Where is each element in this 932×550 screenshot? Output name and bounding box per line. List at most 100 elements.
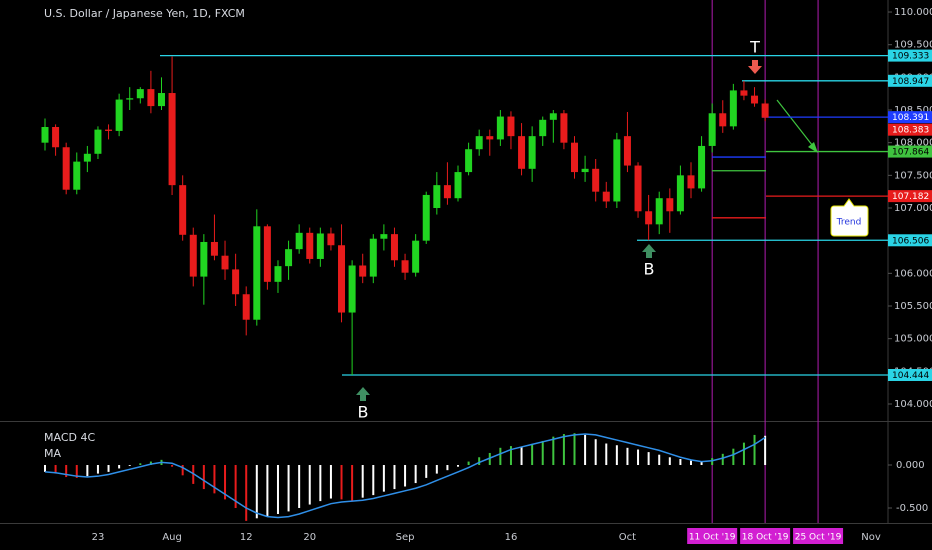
trend-arrow xyxy=(776,99,818,153)
x-tick-label: Oct xyxy=(619,532,636,543)
callout-text: Trend xyxy=(836,218,862,228)
candle-body xyxy=(496,116,504,140)
x-tick-label: Sep xyxy=(396,532,415,543)
candle-body xyxy=(62,147,70,190)
candle-body xyxy=(115,99,123,131)
candle-body xyxy=(157,93,165,107)
histogram-bar xyxy=(86,465,89,477)
candle-body xyxy=(676,175,684,212)
candle-body xyxy=(560,113,568,143)
candle-body xyxy=(221,255,229,270)
candle-body xyxy=(380,234,388,239)
marker-arrow xyxy=(356,387,370,401)
histogram-bar xyxy=(287,465,290,512)
y-tick-label: 106.000 xyxy=(894,268,932,279)
histogram-bar xyxy=(446,465,449,471)
indicator-name: MACD 4C xyxy=(44,431,95,444)
histogram-bar xyxy=(721,453,724,466)
histogram-bar xyxy=(552,436,555,466)
x-tick-label: 12 xyxy=(240,532,253,543)
candle-body xyxy=(348,265,356,313)
candle-body xyxy=(295,232,303,250)
candle-body xyxy=(571,142,578,173)
marker-label: B xyxy=(358,403,369,422)
candle-body xyxy=(719,113,727,127)
histogram-bar xyxy=(96,465,99,474)
last-price-tag xyxy=(888,123,932,136)
histogram-bar xyxy=(573,433,576,466)
x-tick-label: 25 Oct '19 xyxy=(795,533,842,543)
histogram-bar xyxy=(404,465,407,487)
x-tick-label: 20 xyxy=(303,532,316,543)
candle-body xyxy=(518,136,526,169)
price-tag xyxy=(888,74,932,87)
candle-body xyxy=(539,119,547,137)
candle-body xyxy=(369,238,377,277)
candle-body xyxy=(73,161,81,190)
candle-body xyxy=(634,165,642,212)
candle-body xyxy=(83,153,91,162)
y-tick-label: 107.000 xyxy=(894,203,932,214)
histogram-bar xyxy=(594,439,597,466)
price-tag xyxy=(888,145,932,158)
histogram-bar xyxy=(435,465,438,474)
marker-arrow xyxy=(748,60,762,74)
histogram-bar xyxy=(764,435,767,466)
histogram-bar xyxy=(340,465,343,500)
candle-body xyxy=(316,233,324,259)
arrow-line xyxy=(776,99,817,151)
histogram-bar xyxy=(245,465,248,521)
candle-body xyxy=(465,149,473,173)
candle-body xyxy=(528,136,536,169)
y-tick-label: 108.500 xyxy=(894,105,932,116)
candle-body xyxy=(242,294,250,320)
candle-body xyxy=(475,136,483,150)
arrow-head xyxy=(808,142,818,153)
histogram-bar xyxy=(615,445,618,466)
histogram-bar xyxy=(319,465,322,502)
histogram-bar xyxy=(414,465,417,484)
indicator-name: MA xyxy=(44,447,61,460)
histogram-bar xyxy=(689,460,692,466)
candle-body xyxy=(454,172,462,199)
candle-body xyxy=(168,93,176,186)
candle-body xyxy=(751,95,759,104)
marker-label: B xyxy=(644,260,655,279)
price-tag-label: 108.947 xyxy=(892,77,929,87)
x-tick-label: 16 xyxy=(505,532,518,543)
candle-body xyxy=(613,139,621,202)
marker-arrow xyxy=(642,244,656,258)
histogram-bar xyxy=(149,461,152,466)
chart-title: U.S. Dollar / Japanese Yen, 1D, FXCM xyxy=(44,7,245,20)
histogram-bar xyxy=(562,434,565,466)
x-tick-label: 18 Oct '19 xyxy=(742,533,789,543)
last-price-label: 108.383 xyxy=(892,126,929,136)
marker-label: T xyxy=(749,38,760,57)
y-tick-label: 0.000 xyxy=(896,460,925,471)
candle-body xyxy=(623,136,631,166)
candle-body xyxy=(200,241,208,277)
y-tick-label: 109.500 xyxy=(894,40,932,51)
histogram-bar xyxy=(128,465,131,466)
y-tick-label: 105.500 xyxy=(894,301,932,312)
candle-body xyxy=(655,198,663,225)
histogram-bar xyxy=(44,465,46,472)
price-tag-label: 104.444 xyxy=(892,371,929,381)
candle-body xyxy=(232,269,240,295)
histogram-bar xyxy=(679,458,682,466)
x-tick-label: Nov xyxy=(861,532,881,543)
y-tick-label: 107.500 xyxy=(894,170,932,181)
candle-body xyxy=(253,226,261,320)
ma-line xyxy=(44,433,766,519)
candle-body xyxy=(549,113,557,120)
candle-body xyxy=(412,240,420,273)
histogram-bar xyxy=(224,465,227,500)
histogram-bar xyxy=(202,465,205,490)
histogram-bar xyxy=(753,434,756,466)
candle-body xyxy=(433,185,441,209)
histogram-bar xyxy=(308,465,311,505)
candle-body xyxy=(687,175,695,189)
candle-body xyxy=(359,265,367,277)
candle-body xyxy=(422,194,430,241)
